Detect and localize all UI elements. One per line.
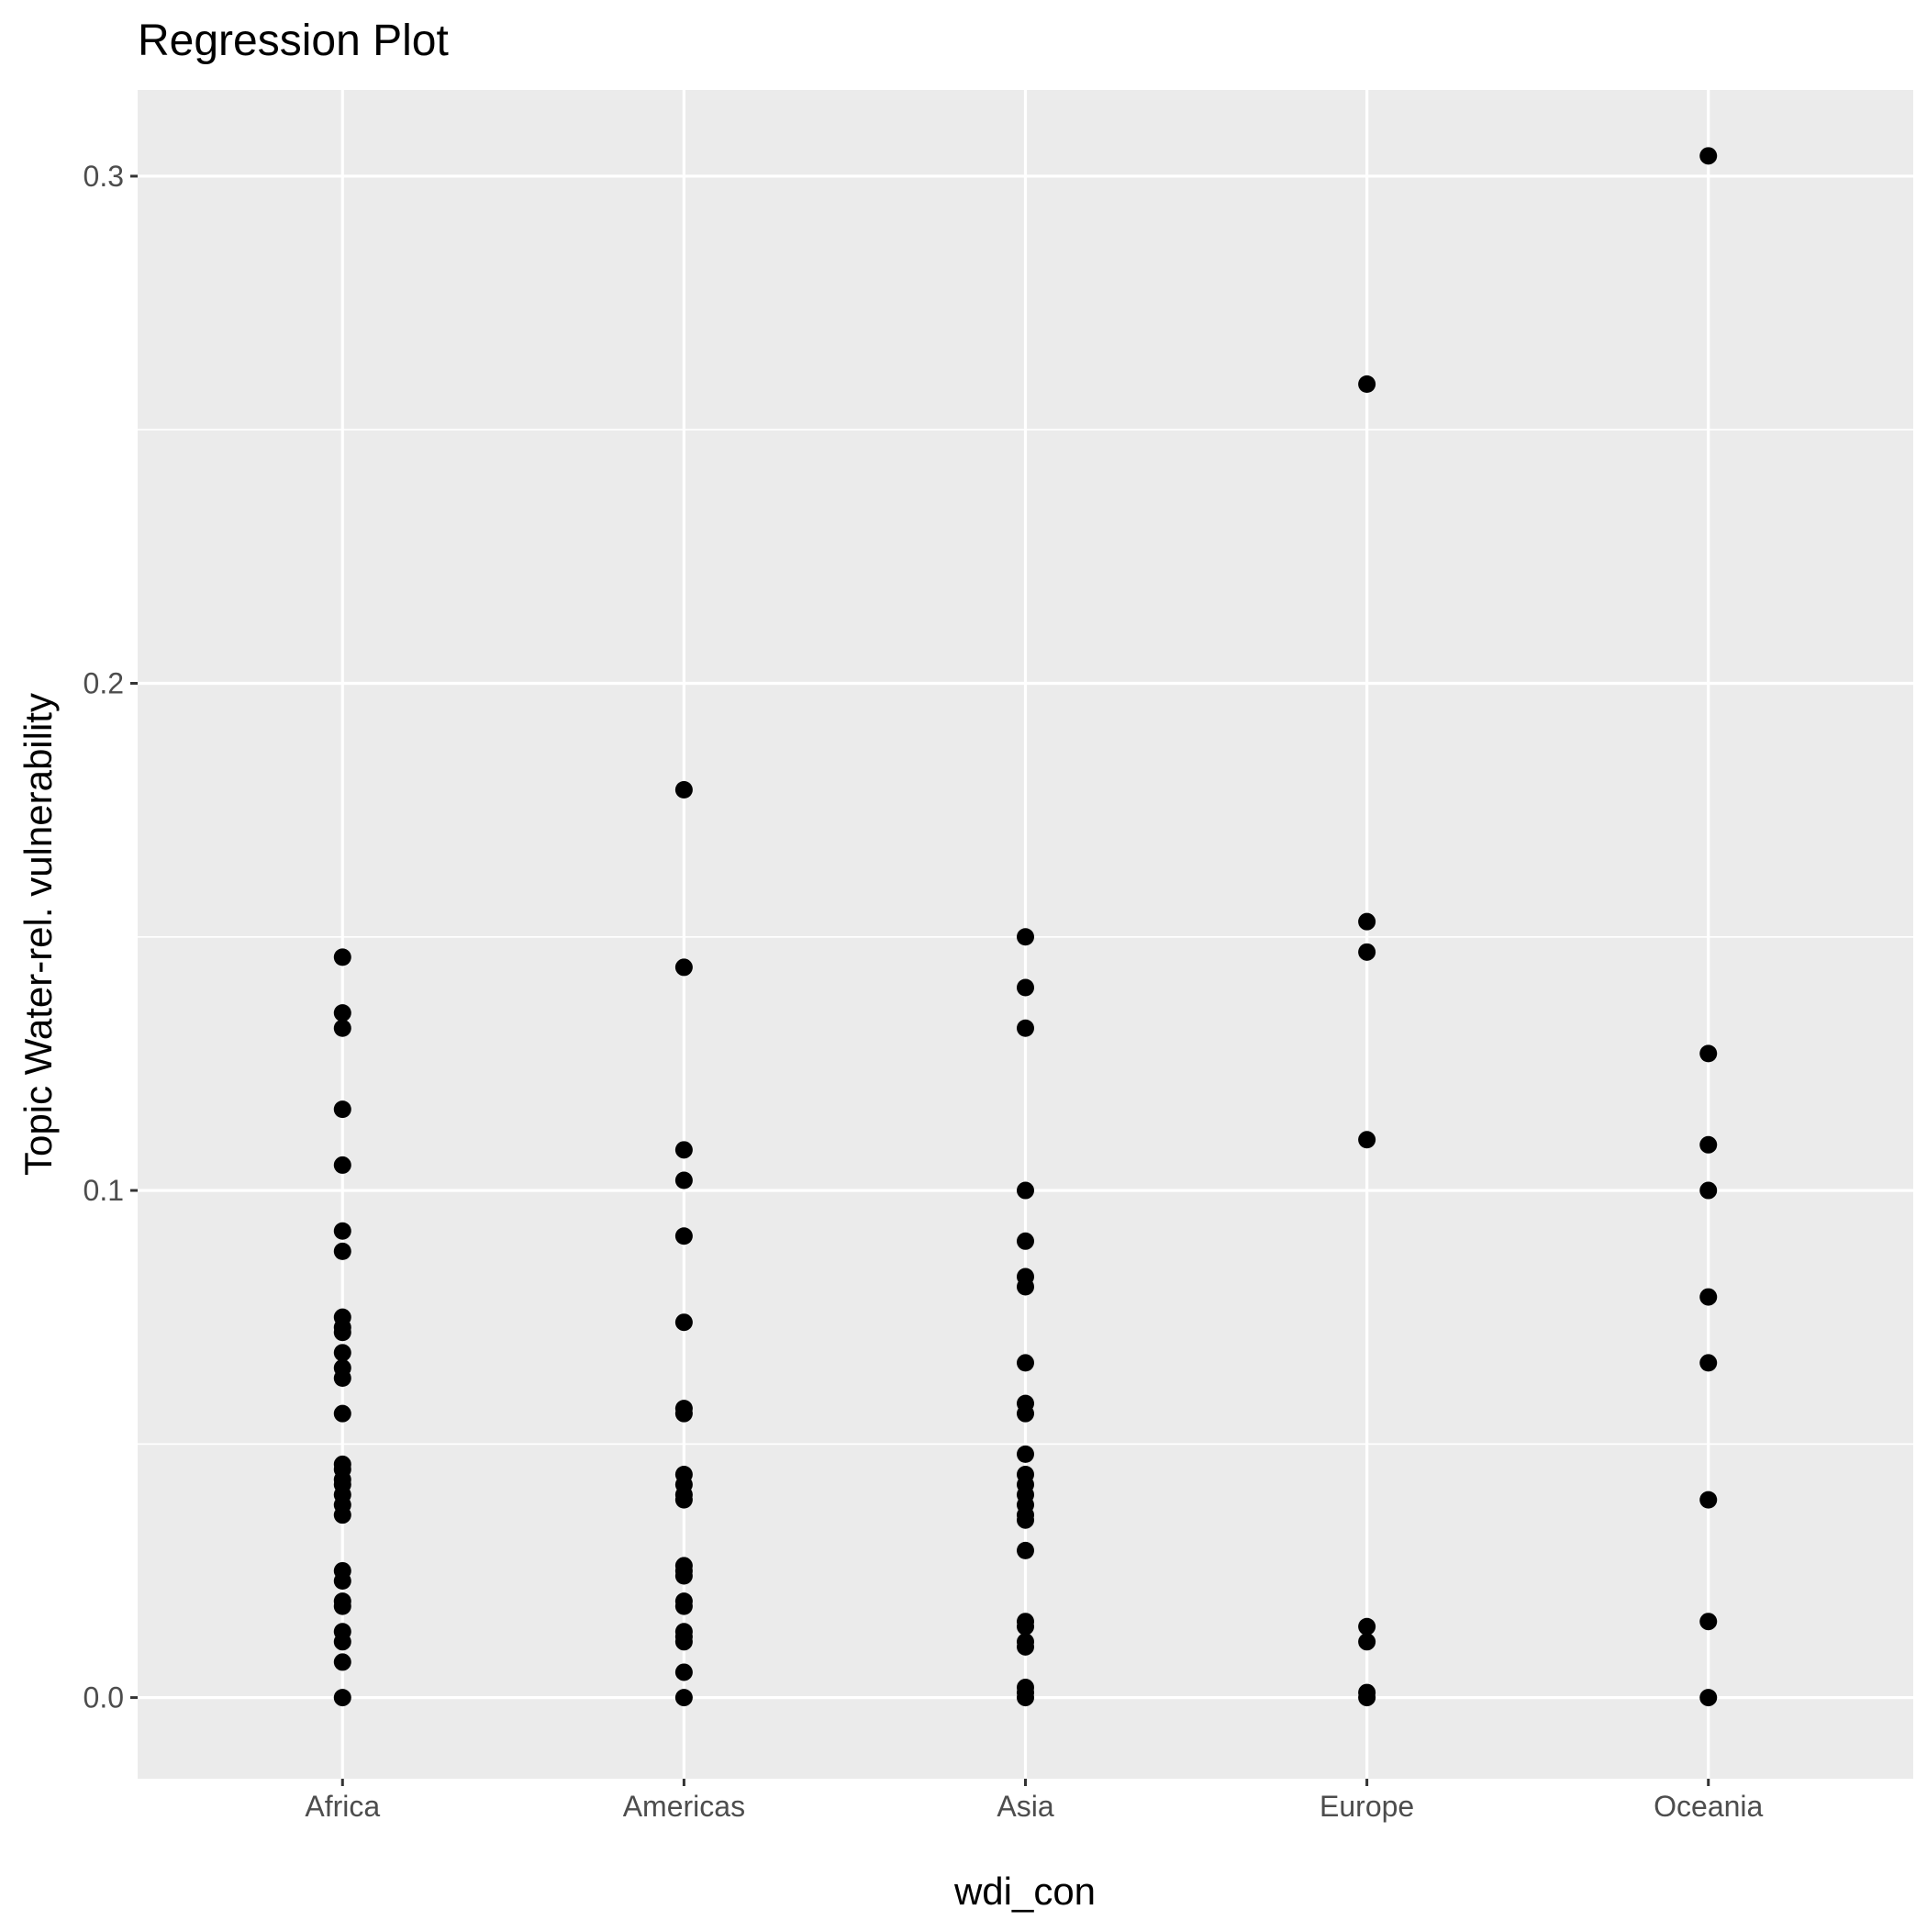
data-points — [333, 147, 1718, 1707]
data-point — [333, 1344, 351, 1362]
data-point — [1358, 1131, 1376, 1149]
data-point — [674, 1227, 693, 1245]
data-point — [1358, 1617, 1376, 1636]
data-point — [1017, 1404, 1034, 1423]
data-point — [333, 1689, 351, 1707]
data-point — [674, 781, 693, 799]
x-tick-label: Americas — [623, 1790, 745, 1823]
y-axis-title: Topic Water-rel. vulnerability — [17, 693, 60, 1176]
data-point — [674, 1141, 693, 1159]
y-tick-label: 0.0 — [84, 1681, 124, 1714]
data-point — [1358, 1633, 1376, 1651]
data-point — [333, 1597, 351, 1615]
x-tick-label: Asia — [997, 1790, 1053, 1823]
data-point — [1699, 1613, 1718, 1631]
data-point — [674, 1404, 693, 1423]
data-point — [674, 1597, 693, 1615]
data-point — [1017, 978, 1034, 997]
data-point — [333, 1572, 351, 1591]
data-point — [1699, 1288, 1718, 1306]
data-point — [1699, 1044, 1718, 1063]
y-tick-label: 0.2 — [84, 666, 124, 699]
data-point — [1358, 1689, 1376, 1707]
data-point — [333, 1633, 351, 1651]
data-point — [1017, 1511, 1034, 1529]
data-point — [1017, 1354, 1034, 1372]
data-point — [1017, 1278, 1034, 1296]
data-point — [333, 948, 351, 966]
data-point — [1017, 928, 1034, 946]
data-point — [1358, 374, 1376, 393]
y-tick-label: 0.1 — [84, 1174, 124, 1207]
data-point — [333, 1368, 351, 1387]
data-point — [674, 1491, 693, 1509]
data-point — [333, 1653, 351, 1671]
data-point — [1699, 1354, 1718, 1372]
data-point — [1017, 1181, 1034, 1200]
data-point — [674, 1313, 693, 1332]
data-point — [674, 1171, 693, 1189]
data-point — [333, 1242, 351, 1260]
data-point — [1358, 943, 1376, 961]
data-point — [1017, 1541, 1034, 1559]
chart-title: Regression Plot — [138, 17, 449, 65]
data-point — [333, 1004, 351, 1022]
data-point — [1699, 1135, 1718, 1154]
data-point — [333, 1156, 351, 1174]
data-point — [333, 1222, 351, 1240]
data-point — [1017, 1019, 1034, 1037]
data-point — [333, 1404, 351, 1423]
data-point — [1699, 1491, 1718, 1509]
x-tick-label: Oceania — [1654, 1790, 1763, 1823]
x-tick-label: Europe — [1320, 1790, 1414, 1823]
x-axis-title: wdi_con — [953, 1870, 1096, 1913]
data-point — [1017, 1232, 1034, 1250]
data-point — [1017, 1617, 1034, 1636]
x-tick-label: Africa — [305, 1790, 380, 1823]
data-point — [674, 1663, 693, 1681]
data-point — [333, 1019, 351, 1037]
data-point — [333, 1506, 351, 1524]
data-point — [674, 958, 693, 977]
data-point — [1358, 912, 1376, 931]
data-point — [1699, 1689, 1718, 1707]
data-point — [1017, 1637, 1034, 1656]
data-point — [333, 1100, 351, 1119]
data-point — [674, 1567, 693, 1585]
data-point — [1017, 1689, 1034, 1707]
data-point — [333, 1323, 351, 1342]
data-point — [1699, 1181, 1718, 1200]
data-point — [1017, 1445, 1034, 1463]
axis-ticks: 0.0 0.1 0.2 0.3 Africa Americas Asia Europe Ocea… — [84, 160, 1764, 1823]
y-tick-label: 0.3 — [84, 160, 124, 193]
data-point — [1699, 147, 1718, 165]
data-point — [674, 1689, 693, 1707]
data-point — [674, 1633, 693, 1651]
